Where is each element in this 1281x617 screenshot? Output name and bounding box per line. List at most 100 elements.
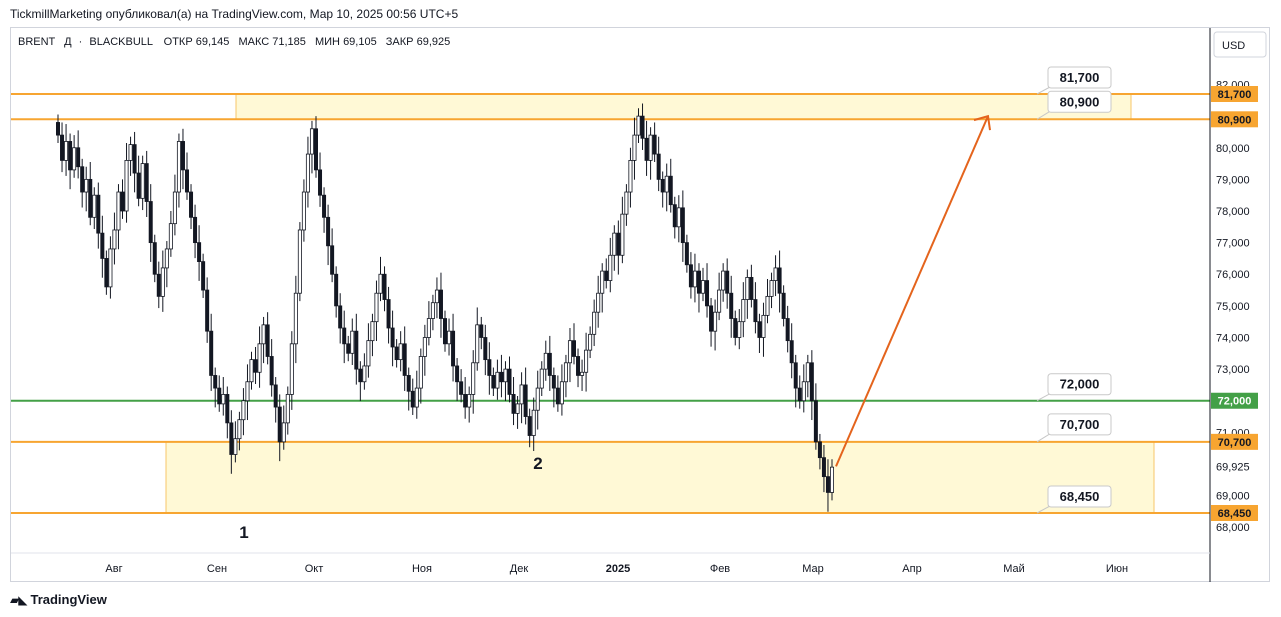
candle[interactable] xyxy=(277,394,282,462)
candle[interactable] xyxy=(309,120,314,174)
candle[interactable] xyxy=(757,313,762,353)
candle[interactable] xyxy=(265,312,270,365)
candle[interactable] xyxy=(168,211,173,257)
candle[interactable] xyxy=(434,277,439,319)
candle[interactable] xyxy=(261,316,266,364)
candle[interactable] xyxy=(112,212,117,265)
candle[interactable] xyxy=(495,359,500,400)
candle[interactable] xyxy=(648,127,653,180)
candle[interactable] xyxy=(92,187,97,230)
candle[interactable] xyxy=(76,130,81,179)
candle[interactable] xyxy=(761,302,766,357)
candle[interactable] xyxy=(293,275,298,364)
candle[interactable] xyxy=(559,364,564,416)
candle[interactable] xyxy=(410,378,415,415)
candle[interactable] xyxy=(64,124,69,176)
candle[interactable] xyxy=(184,152,189,200)
candle[interactable] xyxy=(72,135,77,178)
candle[interactable] xyxy=(789,323,794,379)
candle[interactable] xyxy=(640,103,645,150)
candle[interactable] xyxy=(96,182,101,249)
candle[interactable] xyxy=(180,128,185,190)
candle[interactable] xyxy=(136,155,141,207)
candle[interactable] xyxy=(717,272,722,321)
candle[interactable] xyxy=(479,316,484,350)
candle[interactable] xyxy=(285,386,290,435)
candle[interactable] xyxy=(366,323,371,378)
candle[interactable] xyxy=(402,326,407,391)
candle[interactable] xyxy=(108,236,113,299)
candle[interactable] xyxy=(725,258,730,309)
candle[interactable] xyxy=(567,328,572,383)
candle[interactable] xyxy=(463,377,468,419)
candle[interactable] xyxy=(765,278,770,324)
candle[interactable] xyxy=(777,250,782,313)
candle[interactable] xyxy=(193,204,198,259)
candle[interactable] xyxy=(144,150,149,218)
candle[interactable] xyxy=(656,136,661,192)
candle[interactable] xyxy=(209,313,214,391)
candle[interactable] xyxy=(160,250,165,312)
candle[interactable] xyxy=(426,301,431,346)
candle[interactable] xyxy=(600,263,605,313)
candle[interactable] xyxy=(422,324,427,376)
candle[interactable] xyxy=(382,266,387,312)
candle[interactable] xyxy=(805,354,810,398)
candle[interactable] xyxy=(56,114,61,144)
candle[interactable] xyxy=(164,241,169,288)
candle[interactable] xyxy=(511,377,516,426)
candle[interactable] xyxy=(592,299,597,347)
candle[interactable] xyxy=(116,184,121,250)
candle[interactable] xyxy=(527,408,532,448)
candle[interactable] xyxy=(176,133,181,208)
candle[interactable] xyxy=(281,405,286,450)
candle[interactable] xyxy=(233,421,238,463)
candle[interactable] xyxy=(414,370,419,419)
candle[interactable] xyxy=(205,277,210,343)
candle[interactable] xyxy=(213,367,218,408)
candle[interactable] xyxy=(330,228,335,283)
candle[interactable] xyxy=(491,367,496,396)
candle[interactable] xyxy=(781,285,786,327)
candle[interactable] xyxy=(354,313,359,385)
candle[interactable] xyxy=(588,326,593,359)
candle[interactable] xyxy=(394,339,399,368)
candle[interactable] xyxy=(475,307,480,371)
level-callout-70,700[interactable]: 70,700 xyxy=(1036,413,1112,443)
projection-arrow[interactable] xyxy=(835,115,989,467)
candle[interactable] xyxy=(830,459,835,501)
candle[interactable] xyxy=(628,147,633,208)
candle[interactable] xyxy=(447,318,452,356)
candle[interactable] xyxy=(152,234,157,283)
tradingview-footer[interactable]: ▰◣ TradingView xyxy=(10,592,107,607)
candle[interactable] xyxy=(124,143,129,223)
candle[interactable] xyxy=(620,196,625,264)
candle[interactable] xyxy=(257,326,262,388)
candle[interactable] xyxy=(672,196,677,239)
candle[interactable] xyxy=(531,397,536,452)
candle[interactable] xyxy=(88,161,93,226)
candle[interactable] xyxy=(80,158,85,208)
candle[interactable] xyxy=(692,253,697,303)
candle[interactable] xyxy=(624,184,629,226)
candle[interactable] xyxy=(60,122,65,173)
level-callout-68,450[interactable]: 68,450 xyxy=(1036,485,1112,514)
candle[interactable] xyxy=(487,342,492,395)
level-callout-80,900[interactable]: 80,900 xyxy=(1036,90,1112,120)
candle[interactable] xyxy=(471,350,476,414)
candle[interactable] xyxy=(580,359,585,391)
candle[interactable] xyxy=(741,282,746,338)
candle[interactable] xyxy=(245,364,250,421)
candle[interactable] xyxy=(172,174,177,236)
candle[interactable] xyxy=(358,361,363,402)
level-callout-81,700[interactable]: 81,700 xyxy=(1036,66,1112,95)
candle[interactable] xyxy=(342,310,347,364)
candle[interactable] xyxy=(301,179,306,242)
candle[interactable] xyxy=(225,386,230,439)
candle[interactable] xyxy=(793,354,798,408)
candle[interactable] xyxy=(749,264,754,308)
candle[interactable] xyxy=(455,358,460,402)
candle[interactable] xyxy=(269,339,274,397)
candle[interactable] xyxy=(499,354,504,398)
